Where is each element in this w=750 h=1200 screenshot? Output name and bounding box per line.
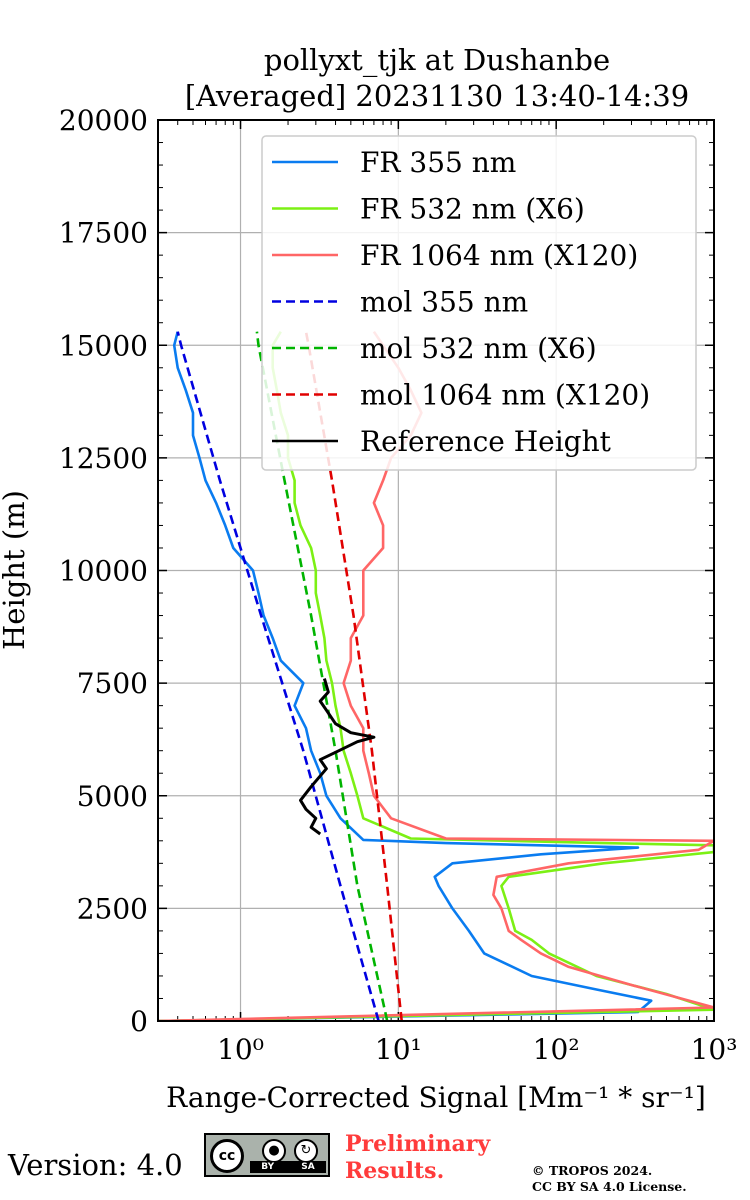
preliminary-line-1: Preliminary: [345, 1131, 491, 1157]
legend-box: [261, 135, 697, 471]
y-tick-label: 15000: [59, 329, 148, 362]
series-line-mol-1064-nm-x120: [304, 331, 403, 1021]
y-tick-label: 2500: [77, 892, 148, 925]
y-tick-label: 17500: [59, 217, 148, 250]
cc-sa-label: SA: [301, 1162, 315, 1172]
y-tick-label: 20000: [59, 104, 148, 137]
x-tick-label: 10²: [533, 1033, 580, 1066]
copyright-line-2: CC BY SA 4.0 License.: [532, 1179, 687, 1194]
legend-label: FR 532 nm (X6): [360, 193, 585, 226]
legend-label: mol 1064 nm (X120): [360, 379, 650, 412]
x-tick-label: 10³: [691, 1033, 738, 1066]
cc-icon: cc: [210, 1139, 244, 1173]
legend: FR 355 nm FR 532 nm (X6) FR 1064 nm (X120)…: [261, 135, 697, 471]
series-line-fr-355-nm: [158, 331, 653, 1021]
series-line-reference-height: [299, 678, 376, 836]
y-tick-label: 10000: [59, 555, 148, 588]
legend-label: mol 355 nm: [360, 286, 528, 319]
copyright-note: © TROPOS 2024. CC BY SA 4.0 License.: [532, 1163, 687, 1195]
lidar-signal-chart: 10⁰ 10¹ 10² 10³ 0 2500 5000 7500 10000 12500 15000…: [0, 104, 738, 1114]
chart-title: pollyxt_tjk at Dushanbe: [263, 43, 611, 77]
legend-label: Reference Height: [360, 425, 612, 458]
legend-label: FR 1064 nm (X120): [360, 239, 638, 272]
series-line-mol-532-nm-x6: [255, 331, 389, 1021]
y-axis-label: Height (m): [0, 490, 31, 650]
x-tick-label: 10⁰: [217, 1033, 264, 1066]
series-line-mol-355-nm: [176, 331, 380, 1021]
tick-labels: 10⁰ 10¹ 10² 10³ 0 2500 5000 7500 10000 12500 15000…: [59, 104, 738, 1066]
y-tick-label: 5000: [77, 780, 148, 813]
plot-frame: [157, 119, 715, 1022]
y-tick-label: 12500: [59, 442, 148, 475]
share-alike-icon: ↻: [294, 1139, 318, 1163]
legend-label: FR 355 nm: [360, 146, 516, 179]
y-tick-label: 0: [130, 1005, 148, 1038]
cc-license-badge[interactable]: cc ● ↻ BY SA: [204, 1133, 330, 1177]
cc-by-label: BY: [261, 1162, 275, 1172]
chart-subtitle: [Averaged] 20231130 13:40-14:39: [184, 79, 690, 113]
cc-by-sa-strip: BY SA: [250, 1161, 326, 1173]
footer: Version: 4.0 cc ● ↻ BY SA Preliminary Re…: [0, 1130, 750, 1200]
version-label: Version: 4.0: [8, 1148, 183, 1182]
x-axis-label: Range-Corrected Signal [Mm⁻¹ * sr⁻¹]: [166, 1081, 706, 1114]
legend-label: mol 532 nm (X6): [360, 332, 597, 365]
y-tick-label: 7500: [77, 667, 148, 700]
copyright-line-1: © TROPOS 2024.: [532, 1163, 653, 1178]
preliminary-line-2: Results.: [345, 1158, 445, 1184]
preliminary-results-note: Preliminary Results.: [345, 1131, 490, 1185]
x-tick-label: 10¹: [375, 1033, 422, 1066]
attribution-person-icon: ●: [262, 1139, 286, 1163]
